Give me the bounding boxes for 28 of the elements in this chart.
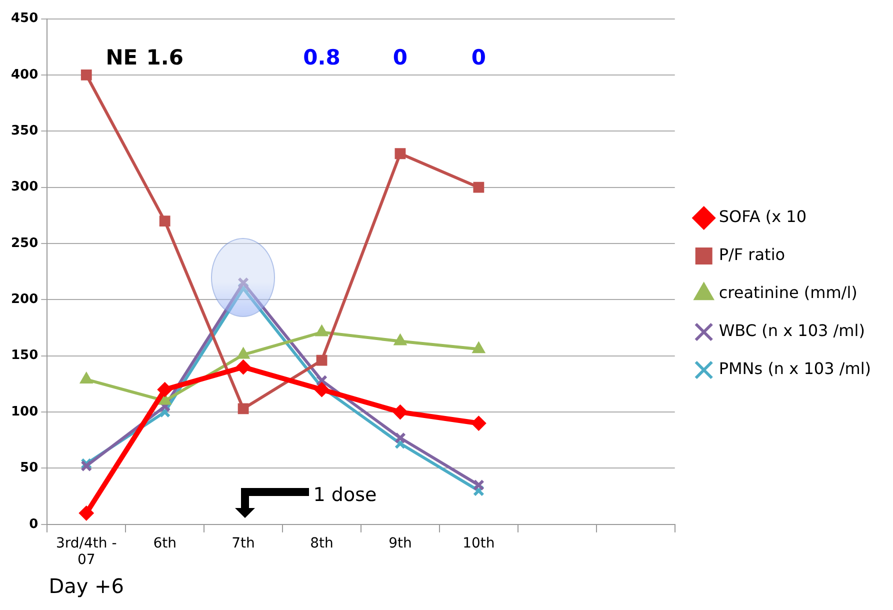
y-tick-label: 100 xyxy=(10,404,38,420)
x-tick-label: 6th xyxy=(153,535,176,552)
y-tick-label: 50 xyxy=(20,460,38,476)
x-tick-label: 7th xyxy=(232,535,255,552)
y-tick-label: 450 xyxy=(10,11,38,26)
legend-label: PMNs (n x 103 /ml) xyxy=(718,359,871,378)
annotation: 0 xyxy=(392,45,408,70)
annotation: 1 dose xyxy=(313,484,377,506)
x-tick-label: 8th xyxy=(310,535,334,552)
x-tick-label: 10th xyxy=(462,535,495,552)
legend-label: SOFA (x 10 xyxy=(718,207,807,226)
y-tick-label: 0 xyxy=(29,516,38,532)
y-tick-label: 250 xyxy=(10,236,38,251)
text: Day +6 xyxy=(48,574,124,598)
y-tick-label: 350 xyxy=(10,124,38,139)
annotation: 1.6 xyxy=(146,45,184,70)
legend-label: creatinine (mm/l) xyxy=(718,283,858,302)
annotation: 0 xyxy=(471,45,486,70)
y-tick-label: 300 xyxy=(10,180,38,195)
annotation: 0.8 xyxy=(303,45,340,70)
legend-label: WBC (n x 103 /ml) xyxy=(718,321,865,340)
y-tick-label: 150 xyxy=(10,348,38,364)
y-tick-label: 200 xyxy=(10,292,38,308)
annotation: NE xyxy=(106,45,138,70)
x-tick-label: 3rd/4th - 07 xyxy=(56,535,117,568)
legend-label: P/F ratio xyxy=(718,245,786,264)
y-tick-label: 400 xyxy=(10,67,38,82)
x-tick-label: 9th xyxy=(388,535,412,552)
